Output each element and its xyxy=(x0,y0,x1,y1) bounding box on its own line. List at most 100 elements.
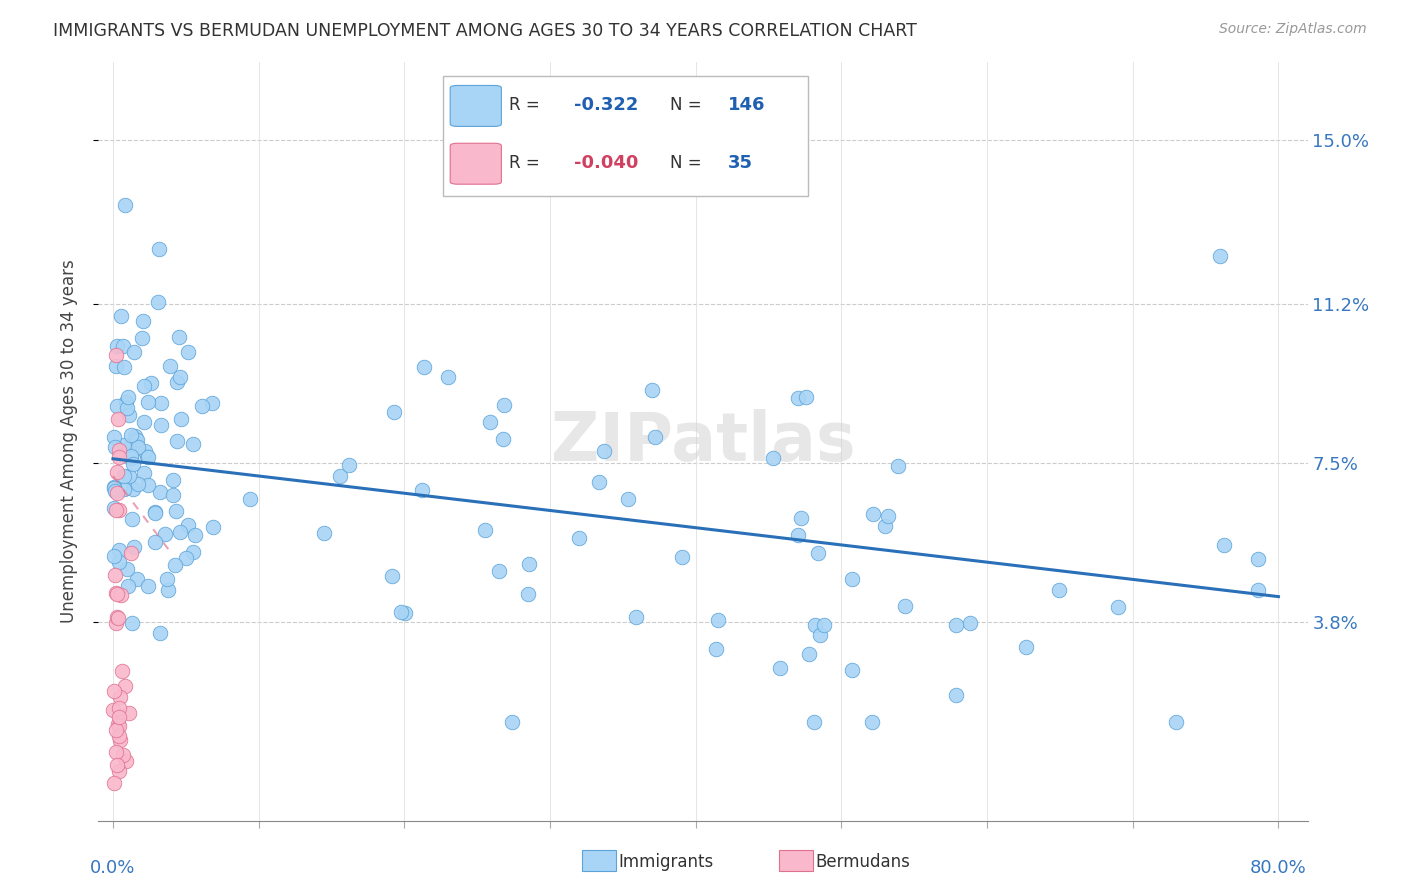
Point xyxy=(312,525,335,540)
Point xyxy=(492,398,515,412)
Point xyxy=(105,616,128,631)
Text: Bermudans: Bermudans xyxy=(815,853,910,871)
Point xyxy=(136,477,159,491)
Point xyxy=(122,482,145,496)
Point xyxy=(120,428,142,442)
Point xyxy=(1247,582,1270,597)
Point xyxy=(804,618,827,632)
Point xyxy=(157,582,180,597)
Point xyxy=(112,469,135,483)
Point xyxy=(105,503,128,517)
Point xyxy=(488,564,510,578)
Point xyxy=(860,714,883,729)
Point xyxy=(337,458,360,472)
Point xyxy=(808,628,831,642)
Text: -0.040: -0.040 xyxy=(575,154,638,172)
Point xyxy=(797,647,820,661)
Point xyxy=(105,757,128,772)
Text: 146: 146 xyxy=(728,96,765,114)
Point xyxy=(103,480,125,494)
Point xyxy=(135,449,157,463)
Point xyxy=(134,466,156,480)
Point xyxy=(876,509,898,524)
Point xyxy=(108,542,131,557)
Point xyxy=(704,642,727,657)
Point xyxy=(103,775,125,789)
FancyBboxPatch shape xyxy=(450,144,502,185)
Point xyxy=(105,610,128,624)
Point xyxy=(136,394,159,409)
Point xyxy=(786,392,808,406)
Point xyxy=(165,504,187,518)
Point xyxy=(108,450,131,464)
Point xyxy=(437,370,460,384)
Point xyxy=(117,441,139,455)
Point xyxy=(671,549,693,564)
Point xyxy=(143,506,166,520)
Point xyxy=(104,568,127,582)
Point xyxy=(841,663,863,677)
Point xyxy=(112,483,135,497)
Point xyxy=(145,505,167,519)
Point xyxy=(136,579,159,593)
Point xyxy=(112,438,135,452)
Point xyxy=(644,430,666,444)
Point xyxy=(122,457,145,471)
Point xyxy=(1209,249,1232,263)
Point xyxy=(105,486,128,500)
Text: -0.322: -0.322 xyxy=(575,96,638,114)
Point xyxy=(501,714,523,729)
Point xyxy=(394,606,416,620)
Point xyxy=(125,432,148,446)
Point xyxy=(118,469,141,483)
Point xyxy=(108,555,131,569)
Point xyxy=(103,481,125,495)
Text: 0.0%: 0.0% xyxy=(90,859,135,878)
FancyBboxPatch shape xyxy=(443,76,808,196)
Point xyxy=(114,395,136,409)
Point xyxy=(149,626,172,640)
Point xyxy=(105,587,128,601)
Point xyxy=(124,429,146,443)
Point xyxy=(148,242,170,256)
Point xyxy=(945,689,967,703)
Point xyxy=(115,401,138,416)
Point xyxy=(803,714,825,729)
Point xyxy=(136,450,159,464)
Point xyxy=(813,618,835,632)
Point xyxy=(104,723,127,738)
Point xyxy=(329,469,352,483)
Point xyxy=(131,313,153,327)
Point xyxy=(707,613,730,627)
Point xyxy=(149,485,172,500)
Point xyxy=(104,359,127,374)
Point xyxy=(174,550,197,565)
Point xyxy=(1047,583,1070,598)
Point xyxy=(107,611,129,625)
Text: N =: N = xyxy=(669,96,702,114)
Point xyxy=(115,562,138,576)
Point xyxy=(108,710,131,724)
Point xyxy=(239,491,262,506)
Point xyxy=(114,679,136,693)
Point xyxy=(807,546,830,560)
Point xyxy=(624,610,647,624)
Point xyxy=(517,557,540,571)
Point xyxy=(796,391,818,405)
Point xyxy=(121,615,143,630)
Point xyxy=(491,432,513,446)
Point xyxy=(382,405,405,419)
Point xyxy=(117,578,139,592)
Point xyxy=(124,344,146,359)
Point xyxy=(108,503,131,517)
Point xyxy=(153,527,176,541)
Point xyxy=(122,540,145,554)
Point xyxy=(841,573,863,587)
Point xyxy=(104,483,127,498)
Point xyxy=(112,360,135,375)
Point xyxy=(108,719,131,733)
Point xyxy=(167,330,190,344)
Point xyxy=(118,409,141,423)
Point xyxy=(110,309,132,323)
Text: N =: N = xyxy=(669,154,702,172)
